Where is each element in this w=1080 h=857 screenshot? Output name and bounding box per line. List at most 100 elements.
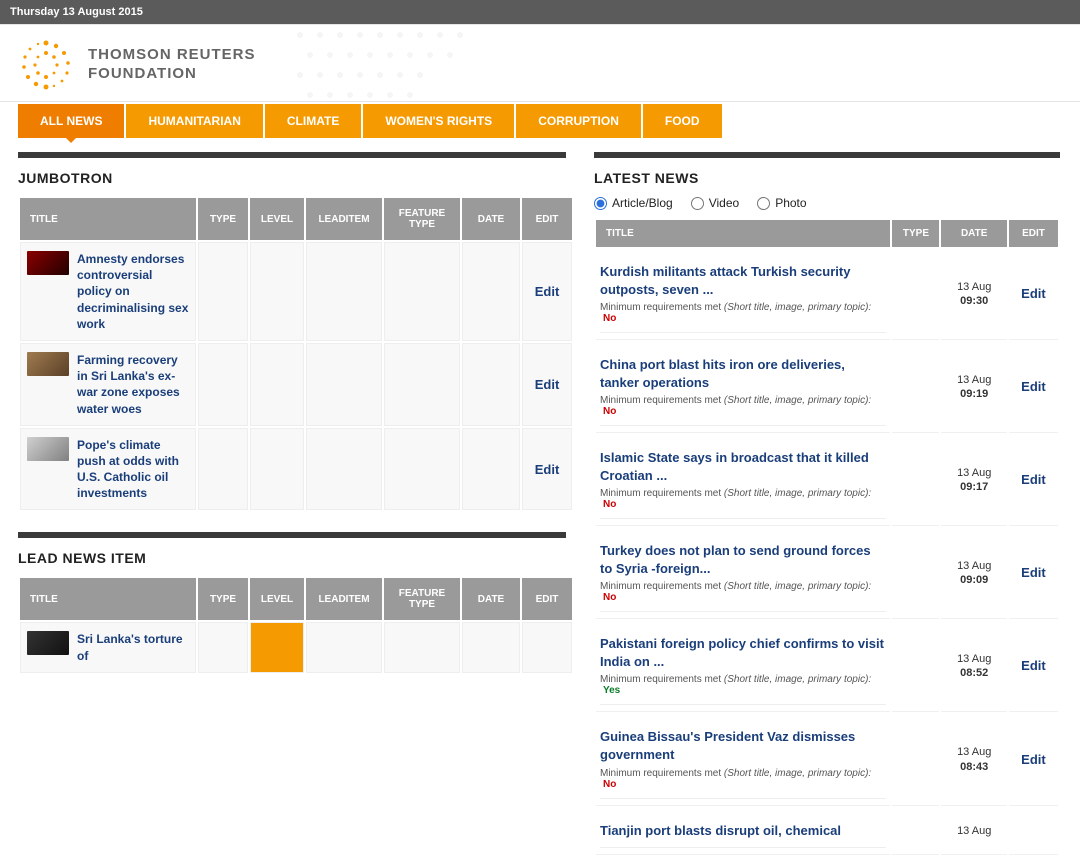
logo-swirl-icon bbox=[18, 37, 74, 93]
column-header: LEADITEM bbox=[306, 578, 382, 620]
nav-tab[interactable]: HUMANITARIAN bbox=[126, 104, 262, 138]
article-title-link[interactable]: Pope's climate push at odds with U.S. Ca… bbox=[77, 437, 189, 502]
requirements-meta: Minimum requirements met (Short title, i… bbox=[600, 395, 886, 417]
article-title-link[interactable]: Sri Lanka's torture of bbox=[77, 631, 189, 663]
news-headline-link[interactable]: China port blast hits iron ore deliverie… bbox=[600, 356, 886, 391]
nav-tab[interactable]: CORRUPTION bbox=[516, 104, 641, 138]
section-divider bbox=[18, 152, 566, 158]
news-headline-link[interactable]: Guinea Bissau's President Vaz dismisses … bbox=[600, 728, 886, 763]
filter-radio[interactable] bbox=[757, 197, 770, 210]
table-row: Guinea Bissau's President Vaz dismisses … bbox=[596, 714, 1058, 805]
column-header: DATE bbox=[462, 198, 520, 240]
left-column: JUMBOTRON TITLETYPELEVELLEADITEMFEATURE … bbox=[18, 152, 566, 857]
right-column: LATEST NEWS Article/Blog Video Photo TITLE… bbox=[594, 152, 1060, 857]
table-row: Pope's climate push at odds with U.S. Ca… bbox=[20, 428, 572, 511]
requirements-meta: Minimum requirements met (Short title, i… bbox=[600, 488, 886, 510]
edit-link[interactable]: Edit bbox=[535, 284, 560, 299]
table-row: Pakistani foreign policy chief confirms … bbox=[596, 621, 1058, 712]
nav: ALL NEWSHUMANITARIANCLIMATEWOMEN'S RIGHT… bbox=[0, 102, 1080, 138]
latest-news-table: TITLETYPEDATEEDIT Kurdish militants atta… bbox=[594, 218, 1060, 857]
latest-filters: Article/Blog Video Photo bbox=[594, 196, 1060, 210]
table-row: Tianjin port blasts disrupt oil, chemica… bbox=[596, 808, 1058, 856]
logo: THOMSON REUTERS FOUNDATION bbox=[18, 37, 1062, 93]
edit-link[interactable]: Edit bbox=[1021, 379, 1046, 394]
table-row: China port blast hits iron ore deliverie… bbox=[596, 342, 1058, 433]
latest-news-title: LATEST NEWS bbox=[594, 170, 1060, 186]
nav-tab[interactable]: WOMEN'S RIGHTS bbox=[363, 104, 514, 138]
column-header: DATE bbox=[941, 220, 1006, 247]
column-header: EDIT bbox=[1009, 220, 1058, 247]
section-divider bbox=[18, 532, 566, 538]
filter-label: Article/Blog bbox=[612, 196, 673, 210]
banner: THOMSON REUTERS FOUNDATION bbox=[0, 24, 1080, 102]
edit-link[interactable]: Edit bbox=[1021, 658, 1046, 673]
brand-line2: FOUNDATION bbox=[88, 65, 256, 84]
filter-option[interactable]: Photo bbox=[757, 196, 806, 210]
column-header: TITLE bbox=[596, 220, 890, 247]
date-line: Thursday 13 August 2015 bbox=[10, 6, 143, 18]
nav-tab[interactable]: CLIMATE bbox=[265, 104, 361, 138]
thumbnail bbox=[27, 251, 69, 275]
news-date: 13 Aug08:43 bbox=[945, 745, 1002, 774]
nav-tab[interactable]: FOOD bbox=[643, 104, 722, 138]
table-row: Amnesty endorses controversial policy on… bbox=[20, 242, 572, 341]
news-date: 13 Aug09:17 bbox=[945, 466, 1002, 495]
requirements-meta: Minimum requirements met (Short title, i… bbox=[600, 674, 886, 696]
news-headline-link[interactable]: Islamic State says in broadcast that it … bbox=[600, 449, 886, 484]
edit-link[interactable]: Edit bbox=[535, 462, 560, 477]
nav-tab[interactable]: ALL NEWS bbox=[18, 104, 124, 138]
filter-radio[interactable] bbox=[691, 197, 704, 210]
column-header: FEATURE TYPE bbox=[384, 198, 460, 240]
requirements-meta: Minimum requirements met (Short title, i… bbox=[600, 581, 886, 603]
section-divider bbox=[594, 152, 1060, 158]
news-headline-link[interactable]: Tianjin port blasts disrupt oil, chemica… bbox=[600, 822, 886, 840]
lead-news-title: LEAD NEWS ITEM bbox=[18, 550, 566, 566]
table-row: Islamic State says in broadcast that it … bbox=[596, 435, 1058, 526]
column-header: TYPE bbox=[198, 198, 248, 240]
column-header: FEATURE TYPE bbox=[384, 578, 460, 620]
thumbnail bbox=[27, 631, 69, 655]
article-title-link[interactable]: Amnesty endorses controversial policy on… bbox=[77, 251, 189, 332]
news-date: 13 Aug09:09 bbox=[945, 559, 1002, 588]
table-row: Sri Lanka's torture of bbox=[20, 622, 572, 672]
filter-option[interactable]: Article/Blog bbox=[594, 196, 673, 210]
edit-link[interactable]: Edit bbox=[1021, 286, 1046, 301]
table-row: Turkey does not plan to send ground forc… bbox=[596, 528, 1058, 619]
column-header: TYPE bbox=[892, 220, 939, 247]
jumbotron-title: JUMBOTRON bbox=[18, 170, 566, 186]
column-header: LEVEL bbox=[250, 578, 304, 620]
column-header: LEVEL bbox=[250, 198, 304, 240]
news-headline-link[interactable]: Kurdish militants attack Turkish securit… bbox=[600, 263, 886, 298]
edit-link[interactable]: Edit bbox=[535, 377, 560, 392]
news-date: 13 Aug08:52 bbox=[945, 652, 1002, 681]
filter-option[interactable]: Video bbox=[691, 196, 739, 210]
filter-label: Video bbox=[709, 196, 739, 210]
news-headline-link[interactable]: Turkey does not plan to send ground forc… bbox=[600, 542, 886, 577]
edit-link[interactable]: Edit bbox=[1021, 472, 1046, 487]
lead-news-table: TITLETYPELEVELLEADITEMFEATURE TYPEDATEED… bbox=[18, 576, 574, 674]
news-date: 13 Aug09:30 bbox=[945, 280, 1002, 309]
news-headline-link[interactable]: Pakistani foreign policy chief confirms … bbox=[600, 635, 886, 670]
column-header: TITLE bbox=[20, 578, 196, 620]
column-header: TITLE bbox=[20, 198, 196, 240]
edit-link[interactable]: Edit bbox=[1021, 565, 1046, 580]
column-header: TYPE bbox=[198, 578, 248, 620]
filter-radio[interactable] bbox=[594, 197, 607, 210]
article-title-link[interactable]: Farming recovery in Sri Lanka's ex-war z… bbox=[77, 352, 189, 417]
jumbotron-table: TITLETYPELEVELLEADITEMFEATURE TYPEDATEED… bbox=[18, 196, 574, 512]
column-header: LEADITEM bbox=[306, 198, 382, 240]
column-header: EDIT bbox=[522, 578, 572, 620]
thumbnail bbox=[27, 437, 69, 461]
edit-link[interactable]: Edit bbox=[1021, 752, 1046, 767]
table-row: Farming recovery in Sri Lanka's ex-war z… bbox=[20, 343, 572, 426]
news-date: 13 Aug bbox=[945, 824, 1002, 838]
requirements-meta: Minimum requirements met (Short title, i… bbox=[600, 302, 886, 324]
column-header: EDIT bbox=[522, 198, 572, 240]
brand-line1: THOMSON REUTERS bbox=[88, 46, 256, 65]
news-date: 13 Aug09:19 bbox=[945, 373, 1002, 402]
requirements-meta: Minimum requirements met (Short title, i… bbox=[600, 768, 886, 790]
filter-label: Photo bbox=[775, 196, 806, 210]
column-header: DATE bbox=[462, 578, 520, 620]
thumbnail bbox=[27, 352, 69, 376]
topbar: Thursday 13 August 2015 bbox=[0, 0, 1080, 24]
